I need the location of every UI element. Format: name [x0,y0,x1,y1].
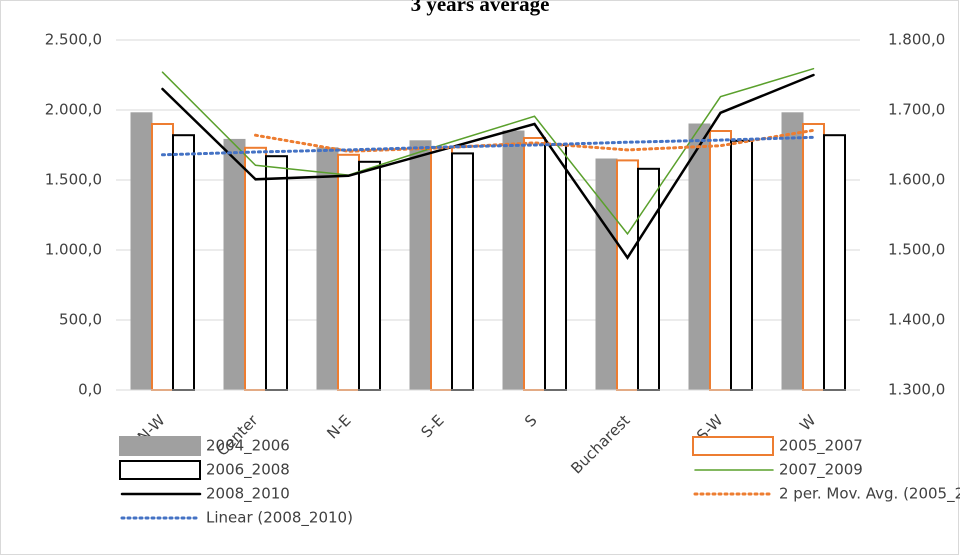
y-tick-label: 2.500,0 [45,31,102,49]
legend-swatch [119,460,201,480]
bar [781,112,804,391]
y2-tick-label: 1.300,0 [888,381,945,399]
bar [409,140,432,391]
legend-label: 2007_2009 [779,461,863,480]
line [161,67,815,236]
bar [523,137,546,391]
bar [688,123,711,391]
y2-tick-label: 1.400,0 [888,311,945,329]
trend-line [254,128,815,153]
bar [337,153,360,391]
chart-title: 3 years average [411,0,550,16]
legend-label: 2008_2010 [206,485,290,504]
bar [130,112,153,391]
trend-line [161,135,815,157]
y2-tick-label: 1.500,0 [888,241,945,259]
legend-label: 2 per. Mov. Avg. (2005_2007) [779,485,960,504]
legend-label: 2006_2008 [206,461,290,480]
legend-swatch [119,436,201,456]
bar [502,130,525,391]
bar [823,134,846,391]
bar [730,139,753,391]
y-tick-label: 500,0 [59,311,102,329]
bar [358,160,381,391]
legend-label: Linear (2008_2010) [206,509,353,528]
legend-label: 2005_2007 [779,437,863,456]
bar [709,130,732,391]
bar [172,134,195,391]
bar [244,146,267,391]
line [161,73,815,260]
legend-swatch [692,436,774,456]
bar [595,158,618,391]
bar [151,123,174,391]
bar [616,159,639,391]
y2-tick-label: 1.700,0 [888,101,945,119]
y-tick-label: 0,0 [78,381,102,399]
bar [544,144,567,391]
bar [430,146,453,391]
bar [223,138,246,391]
bar [451,152,474,391]
bar [316,147,339,391]
y-tick-label: 1.000,0 [45,241,102,259]
y-tick-label: 1.500,0 [45,171,102,189]
y2-tick-label: 1.600,0 [888,171,945,189]
bar [265,155,288,391]
y-tick-label: 2.000,0 [45,101,102,119]
legend-label: 2004_2006 [206,437,290,456]
bar [802,123,825,391]
y2-tick-label: 1.800,0 [888,31,945,49]
